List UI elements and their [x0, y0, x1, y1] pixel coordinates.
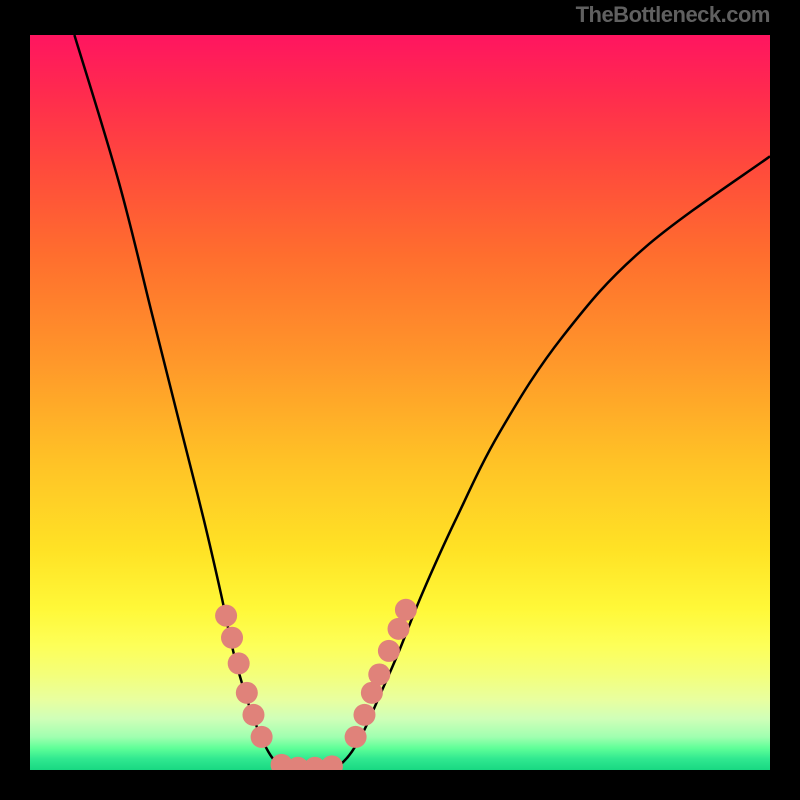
chart-container: TheBottleneck.com: [0, 0, 800, 800]
data-marker: [236, 682, 258, 704]
data-marker: [378, 640, 400, 662]
watermark-text: TheBottleneck.com: [576, 2, 770, 28]
data-marker: [368, 663, 390, 685]
data-marker: [228, 652, 250, 674]
bottleneck-curve: [74, 35, 770, 769]
data-marker: [395, 599, 417, 621]
data-marker: [321, 755, 343, 770]
data-marker: [353, 704, 375, 726]
data-marker: [215, 605, 237, 627]
data-marker: [345, 726, 367, 748]
data-marker: [251, 726, 273, 748]
data-marker: [242, 704, 264, 726]
data-marker: [221, 627, 243, 649]
marker-group: [215, 599, 417, 770]
data-marker: [388, 618, 410, 640]
plot-area: [30, 35, 770, 770]
curve-overlay: [30, 35, 770, 770]
